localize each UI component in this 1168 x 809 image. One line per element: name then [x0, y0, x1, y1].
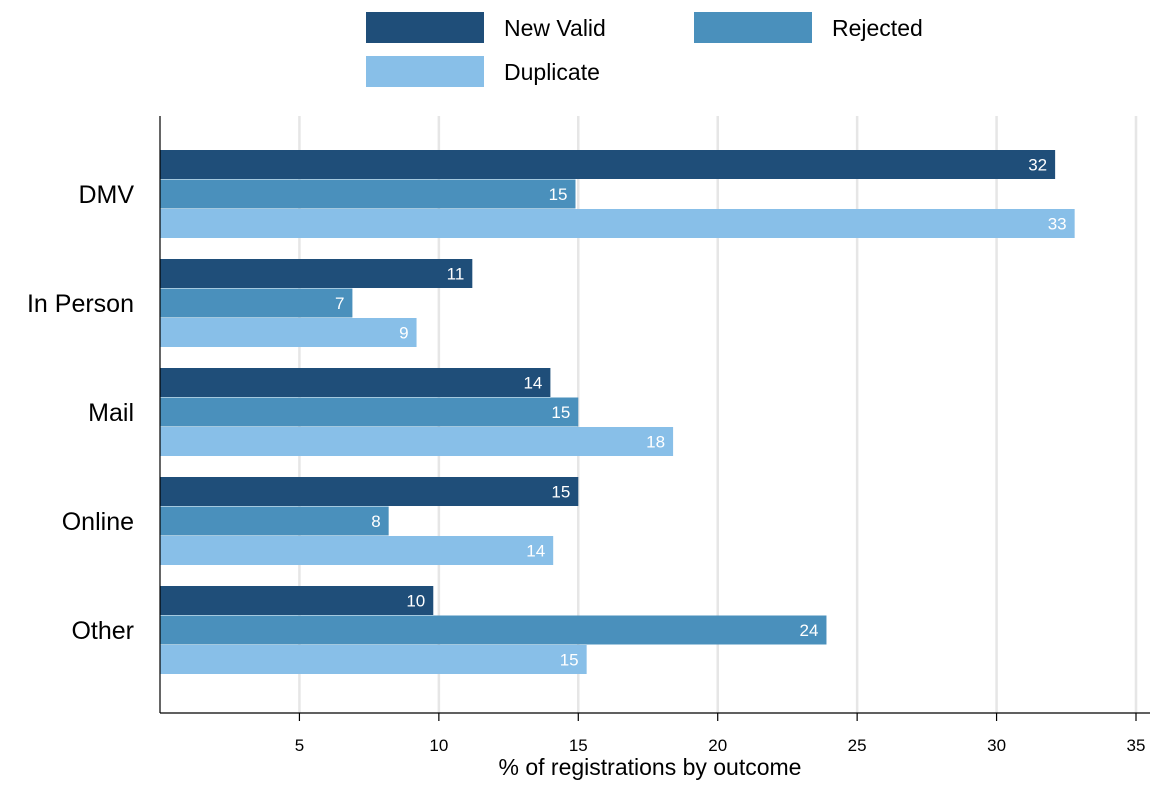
- bar-new-valid: [160, 368, 551, 397]
- bar-value-label: 15: [551, 403, 570, 422]
- x-tick-label: 35: [1127, 736, 1146, 755]
- legend-label: Duplicate: [504, 59, 600, 85]
- bar-value-label: 9: [399, 324, 408, 343]
- x-tick-label: 5: [295, 736, 304, 755]
- x-tick-label: 10: [429, 736, 448, 755]
- bar-value-label: 15: [549, 185, 568, 204]
- y-category-label: Other: [71, 617, 134, 645]
- legend-swatch: [366, 12, 484, 43]
- legend-swatch: [694, 12, 812, 43]
- bar-value-labels: 32 15 33 11 7 9 14 15 18 15 8 14 10 24 15: [335, 156, 1067, 670]
- bar-new-valid: [160, 477, 579, 506]
- bar-value-label: 10: [406, 592, 425, 611]
- bar-rejected: [160, 397, 579, 427]
- y-category-label: Mail: [88, 399, 134, 427]
- bar-value-label: 18: [646, 433, 665, 452]
- bar-value-label: 33: [1048, 215, 1067, 234]
- bars: [160, 150, 1075, 674]
- bar-value-label: 32: [1028, 156, 1047, 175]
- bar-duplicate: [160, 318, 417, 347]
- legend-swatch: [366, 56, 484, 87]
- legend-label: Rejected: [832, 15, 923, 41]
- bar-duplicate: [160, 536, 554, 565]
- bar-value-label: 15: [560, 651, 579, 670]
- axes: [159, 116, 1150, 714]
- bar-value-label: 7: [335, 294, 344, 313]
- x-tick-label: 15: [569, 736, 588, 755]
- x-axis-ticks: 5 10 15 20 25 30 35: [295, 713, 1146, 755]
- bar-rejected: [160, 615, 827, 645]
- bar-value-label: 15: [551, 483, 570, 502]
- x-tick-label: 25: [848, 736, 867, 755]
- bar-rejected: [160, 288, 353, 318]
- bar-rejected: [160, 179, 576, 209]
- bar-duplicate: [160, 645, 587, 674]
- bar-new-valid: [160, 586, 434, 615]
- bar-new-valid: [160, 150, 1056, 179]
- bar-rejected: [160, 506, 389, 536]
- y-category-label: In Person: [27, 290, 134, 318]
- x-tick-label: 20: [708, 736, 727, 755]
- bar-duplicate: [160, 427, 674, 456]
- legend: New Valid Rejected Duplicate: [366, 12, 923, 87]
- bar-new-valid: [160, 259, 473, 288]
- x-axis-title: % of registrations by outcome: [499, 754, 802, 780]
- bar-value-label: 11: [447, 265, 465, 284]
- legend-label: New Valid: [504, 15, 606, 41]
- bar-value-label: 8: [371, 512, 380, 531]
- bar-duplicate: [160, 209, 1075, 238]
- bar-value-label: 14: [523, 374, 542, 393]
- y-axis-category-labels: DMV In Person Mail Online Other: [27, 181, 134, 645]
- x-tick-label: 30: [987, 736, 1006, 755]
- y-category-label: Online: [62, 508, 134, 536]
- y-category-label: DMV: [78, 181, 134, 209]
- bar-value-label: 24: [800, 621, 819, 640]
- bar-value-label: 14: [526, 542, 545, 561]
